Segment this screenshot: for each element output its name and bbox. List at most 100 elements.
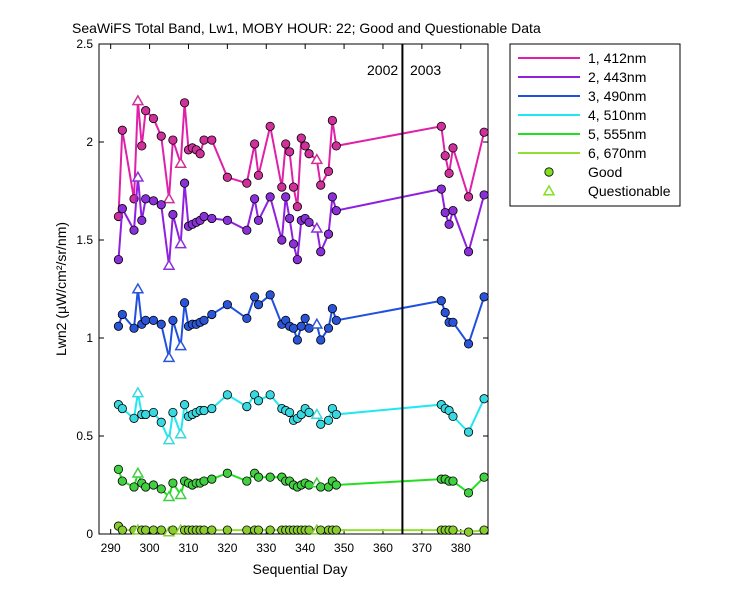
series-1 — [113, 94, 489, 222]
x-axis-label: Sequential Day — [253, 561, 348, 577]
x-tick-label: 370 — [412, 541, 432, 555]
good-point — [242, 225, 252, 235]
good-point — [448, 143, 458, 153]
legend-entry: Good — [588, 164, 622, 180]
good-point — [222, 525, 232, 535]
good-point — [296, 321, 306, 331]
legend-entry: 3, 490nm — [588, 88, 646, 104]
good-point — [199, 211, 209, 222]
questionable-point — [162, 351, 176, 363]
good-point — [440, 307, 450, 318]
good-point — [436, 296, 446, 306]
good-point — [463, 427, 474, 437]
legend-marker-good — [544, 167, 554, 177]
good-point — [304, 217, 314, 227]
good-point — [436, 184, 446, 194]
series-layer — [113, 94, 489, 537]
legend-marker-questionable — [542, 184, 556, 196]
good-point — [265, 121, 275, 131]
good-point — [277, 182, 287, 192]
good-point — [117, 309, 127, 320]
good-point — [168, 407, 178, 418]
y-tick-label: 1.5 — [76, 233, 93, 247]
questionable-point — [131, 282, 145, 294]
good-point — [288, 182, 299, 192]
x-tick-label: 350 — [334, 541, 354, 555]
good-point — [296, 133, 306, 143]
good-point — [265, 390, 275, 400]
good-point — [253, 396, 264, 406]
good-point — [148, 525, 159, 535]
good-point — [292, 335, 302, 345]
good-point — [141, 315, 151, 325]
questionable-point — [131, 466, 145, 478]
questionable-point — [310, 221, 324, 233]
year-divider: 2002 2003 — [367, 44, 441, 534]
good-point — [141, 482, 151, 492]
good-point — [168, 135, 178, 145]
good-point — [250, 292, 260, 302]
questionable-point — [174, 339, 187, 351]
legend-entry: 2, 443nm — [588, 69, 646, 85]
questionable-point — [310, 153, 324, 165]
good-point — [199, 476, 209, 486]
legend-entry: Questionable — [588, 183, 671, 199]
good-point — [316, 335, 326, 345]
good-point — [331, 315, 341, 325]
good-point — [265, 290, 275, 300]
good-point — [331, 525, 341, 535]
good-point — [463, 192, 474, 202]
good-point — [253, 525, 264, 535]
good-point — [304, 407, 314, 418]
good-point — [323, 229, 334, 239]
good-point — [327, 115, 337, 126]
good-point — [141, 106, 151, 116]
good-point — [288, 323, 299, 333]
good-point — [281, 139, 291, 149]
questionable-point — [162, 490, 176, 502]
y-tick-label: 1 — [86, 331, 93, 345]
good-point — [300, 313, 310, 323]
good-point — [281, 192, 291, 202]
good-point — [463, 488, 474, 498]
y-tick-label: 0 — [86, 527, 93, 541]
good-point — [250, 139, 260, 149]
good-point — [168, 209, 178, 220]
legend-entry: 4, 510nm — [588, 107, 646, 123]
questionable-point — [162, 433, 176, 445]
questionable-point — [131, 94, 145, 106]
good-point — [448, 317, 458, 327]
good-point — [168, 478, 178, 488]
questionable-point — [310, 407, 324, 419]
good-point — [440, 151, 450, 161]
good-point — [265, 192, 275, 202]
good-point — [479, 292, 489, 302]
good-point — [129, 225, 139, 235]
good-point — [323, 323, 334, 333]
good-point — [253, 170, 264, 180]
good-point — [207, 403, 217, 414]
good-point — [327, 192, 337, 202]
good-point — [253, 300, 264, 310]
good-point — [323, 415, 334, 425]
questionable-point — [174, 157, 187, 169]
good-point — [137, 141, 147, 151]
good-point — [479, 394, 489, 404]
y-tick-label: 0.5 — [76, 429, 93, 443]
good-point — [479, 525, 489, 535]
good-point — [331, 206, 341, 216]
good-point — [253, 215, 264, 225]
good-point — [117, 204, 127, 214]
legend-box — [509, 43, 681, 207]
legend-entry: 6, 670nm — [588, 145, 646, 161]
good-point — [242, 525, 252, 535]
questionable-point — [162, 258, 176, 270]
good-point — [463, 527, 474, 537]
good-point — [222, 215, 232, 225]
x-tick-label: 320 — [217, 541, 237, 555]
good-point — [207, 135, 217, 145]
good-point — [179, 400, 190, 410]
good-point — [250, 194, 260, 204]
series-5 — [113, 464, 489, 502]
legend-entry: 1, 412nm — [588, 50, 646, 66]
